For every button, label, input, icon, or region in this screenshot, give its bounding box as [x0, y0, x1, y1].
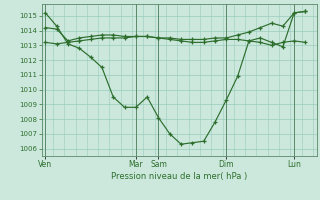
- X-axis label: Pression niveau de la mer( hPa ): Pression niveau de la mer( hPa ): [111, 172, 247, 181]
